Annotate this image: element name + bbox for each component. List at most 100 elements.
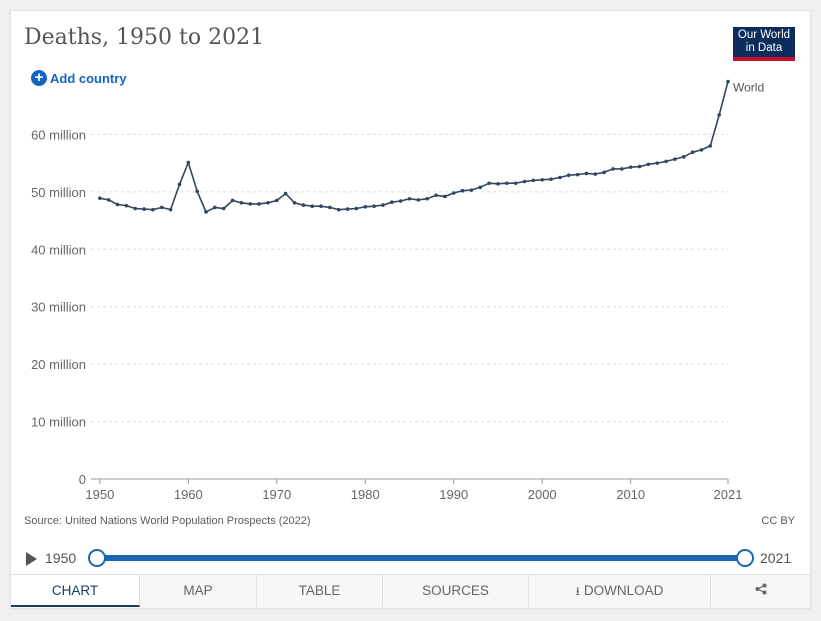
tab-map[interactable]: MAP [140, 575, 257, 607]
data-point[interactable] [620, 167, 624, 171]
data-point[interactable] [549, 177, 553, 182]
series-world[interactable]: World [98, 79, 764, 214]
data-point[interactable] [531, 178, 536, 183]
timeline-end-year: 2021 [760, 550, 792, 566]
owid-logo[interactable]: Our World in Data [733, 27, 795, 61]
tab-download-label: DOWNLOAD [583, 583, 664, 598]
data-point[interactable] [310, 204, 314, 209]
logo-line-1: Our World [737, 29, 791, 41]
data-point[interactable] [575, 172, 580, 177]
data-point[interactable] [292, 200, 297, 205]
data-point[interactable] [558, 175, 562, 180]
tab-share[interactable] [711, 575, 810, 607]
license-link[interactable]: CC BY [761, 515, 795, 527]
y-tick-label: 20 million [31, 357, 86, 372]
data-point[interactable] [611, 167, 615, 171]
plus-circle-icon: + [31, 70, 47, 86]
data-point[interactable] [168, 207, 173, 212]
data-point[interactable] [274, 198, 279, 203]
data-point[interactable] [195, 189, 199, 194]
data-point[interactable] [451, 191, 456, 195]
data-point[interactable] [213, 205, 217, 210]
data-point[interactable] [655, 161, 660, 165]
data-point[interactable] [637, 164, 642, 169]
data-point[interactable] [124, 203, 129, 208]
data-point[interactable] [505, 181, 509, 186]
data-point[interactable] [204, 210, 208, 214]
data-point[interactable] [248, 202, 253, 206]
data-point[interactable] [593, 172, 598, 176]
add-country-button[interactable]: + Add country [31, 70, 127, 86]
data-point[interactable] [398, 199, 403, 203]
data-point[interactable] [469, 188, 474, 192]
gridlines [91, 133, 728, 423]
data-point[interactable] [230, 198, 235, 203]
data-point[interactable] [566, 173, 571, 178]
data-point[interactable] [221, 206, 226, 211]
download-icon: ⭳ [575, 584, 580, 598]
data-point[interactable] [106, 198, 111, 202]
data-point[interactable] [354, 206, 359, 211]
data-point[interactable] [301, 203, 306, 207]
tab-download[interactable]: ⭳ DOWNLOAD [529, 575, 711, 607]
timeline-track[interactable] [95, 555, 744, 561]
data-point[interactable] [681, 155, 686, 159]
data-point[interactable] [602, 170, 606, 175]
timeline-end-handle[interactable] [736, 549, 754, 567]
play-icon[interactable] [26, 552, 37, 566]
data-point[interactable] [336, 207, 341, 212]
data-point[interactable] [584, 171, 589, 176]
data-point[interactable] [319, 204, 323, 209]
data-point[interactable] [717, 113, 721, 117]
data-point[interactable] [487, 181, 491, 186]
data-point[interactable] [283, 191, 288, 196]
data-point[interactable] [257, 202, 261, 206]
tab-sources[interactable]: SOURCES [383, 575, 529, 607]
series-line[interactable] [99, 81, 729, 214]
data-point[interactable] [699, 148, 704, 152]
data-point[interactable] [540, 177, 545, 182]
data-point[interactable] [266, 200, 270, 205]
data-point[interactable] [425, 196, 429, 201]
data-point[interactable] [513, 181, 518, 186]
logo-line-2: in Data [745, 42, 783, 54]
data-point[interactable] [628, 165, 633, 169]
data-point[interactable] [239, 200, 244, 205]
data-point[interactable] [690, 150, 695, 155]
y-tick-label: 30 million [31, 300, 86, 315]
tab-table[interactable]: TABLE [257, 575, 383, 607]
data-point[interactable] [159, 205, 164, 210]
data-point[interactable] [151, 207, 155, 212]
data-point[interactable] [372, 204, 376, 209]
data-point[interactable] [460, 188, 465, 193]
chart-card: Deaths, 1950 to 2021 Our World in Data +… [10, 10, 811, 608]
tab-chart[interactable]: CHART [11, 575, 140, 607]
data-point[interactable] [522, 179, 527, 184]
data-point[interactable] [478, 185, 483, 190]
data-point[interactable] [390, 200, 394, 204]
data-point[interactable] [363, 204, 368, 209]
data-point[interactable] [434, 193, 438, 198]
data-point[interactable] [673, 157, 677, 161]
x-tick-label: 1970 [262, 487, 291, 502]
data-point[interactable] [646, 162, 651, 167]
data-point[interactable] [381, 203, 385, 207]
x-tick-label: 1980 [351, 487, 380, 502]
data-point[interactable] [345, 207, 350, 211]
data-point[interactable] [416, 198, 421, 202]
data-point[interactable] [328, 205, 332, 210]
timeline-start-handle[interactable] [88, 549, 106, 567]
data-point[interactable] [708, 144, 713, 148]
data-point[interactable] [186, 160, 191, 165]
data-point[interactable] [98, 196, 102, 200]
data-point[interactable] [133, 206, 138, 211]
data-point[interactable] [115, 202, 120, 207]
data-point[interactable] [443, 194, 447, 199]
x-tick-label: 2000 [528, 487, 557, 502]
data-point[interactable] [726, 79, 730, 84]
data-point[interactable] [142, 207, 146, 211]
data-point[interactable] [496, 182, 500, 186]
data-point[interactable] [407, 196, 412, 201]
data-point[interactable] [177, 182, 182, 187]
data-point[interactable] [664, 159, 668, 164]
